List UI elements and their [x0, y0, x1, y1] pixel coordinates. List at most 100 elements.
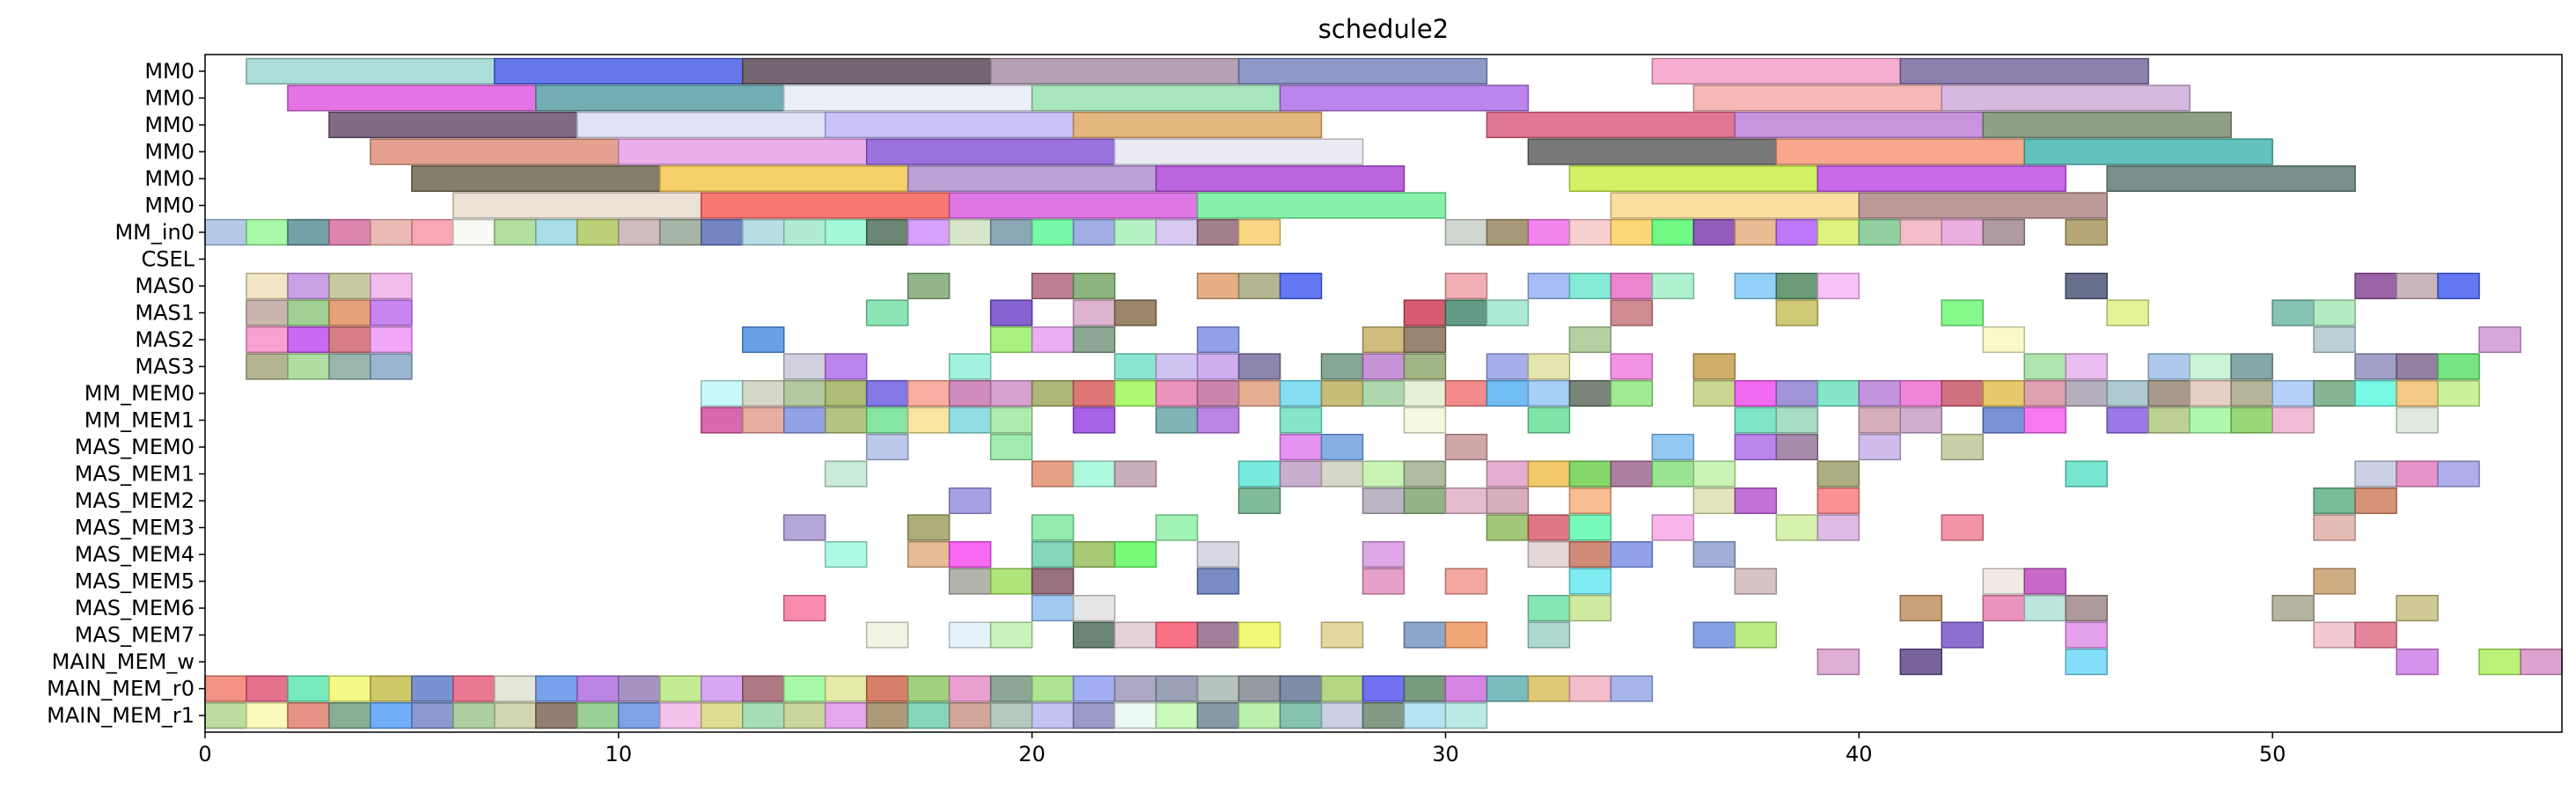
task-bar: [370, 138, 620, 165]
task-bar: [1113, 353, 1157, 380]
task-bar: [1692, 353, 1736, 380]
task-bar: [948, 568, 992, 595]
task-bar: [1072, 272, 1116, 300]
task-bar: [618, 675, 661, 702]
task-bar: [1031, 460, 1075, 488]
task-bar: [1941, 621, 1984, 649]
task-bar: [1858, 218, 1902, 246]
task-bar: [1899, 218, 1943, 246]
row-label: MAS0: [135, 274, 194, 298]
task-bar: [1237, 460, 1281, 488]
task-bar: [1692, 540, 1736, 568]
task-bar: [1196, 701, 1240, 730]
task-bar: [1196, 540, 1240, 568]
task-bar: [2271, 299, 2315, 326]
task-bar: [1072, 379, 1116, 407]
task-bar: [989, 568, 1033, 595]
task-bar: [2023, 379, 2066, 407]
row-label: MM0: [144, 85, 194, 110]
task-bar: [328, 272, 371, 300]
task-bar: [1610, 192, 1860, 219]
task-bar: [906, 218, 950, 246]
task-bar: [783, 701, 826, 730]
plot-frame: [204, 54, 2563, 733]
task-bar: [1155, 407, 1199, 434]
task-bar: [865, 701, 909, 730]
task-bar: [1196, 379, 1240, 407]
task-bar: [494, 218, 537, 246]
task-bar: [989, 621, 1033, 649]
task-bar: [2065, 460, 2108, 488]
task-bar: [1361, 326, 1405, 354]
task-bar: [246, 299, 289, 326]
task-bar: [1816, 272, 1860, 300]
task-bar: [328, 353, 371, 380]
task-bar: [1196, 407, 1240, 434]
task-bar: [1734, 272, 1778, 300]
task-bar: [370, 272, 413, 300]
task-bar: [1982, 594, 2025, 622]
task-bar: [2023, 594, 2066, 622]
task-bar: [1196, 675, 1240, 702]
task-bar: [1196, 192, 1447, 219]
task-bar: [1692, 460, 1736, 488]
task-bar: [1444, 487, 1488, 515]
task-bar: [2520, 648, 2563, 676]
task-bar: [2106, 165, 2356, 193]
task-bar: [2478, 648, 2521, 676]
task-bar: [2313, 326, 2356, 354]
row-label: MAS1: [135, 300, 194, 325]
task-bar: [824, 675, 868, 702]
x-axis: 0 10 20 30 40 50: [198, 732, 2286, 766]
task-bar: [948, 218, 992, 246]
task-bar: [2106, 299, 2149, 326]
task-bar: [1651, 433, 1695, 461]
task-bar: [1775, 272, 1819, 300]
task-bar: [2065, 379, 2108, 407]
task-bar: [1527, 540, 1571, 568]
task-bar: [1816, 165, 2066, 193]
task-bar: [1775, 379, 1819, 407]
task-bar: [1941, 299, 1984, 326]
task-bar: [1692, 621, 1736, 649]
task-bar: [1155, 675, 1199, 702]
task-bar: [948, 621, 992, 649]
task-bar: [328, 326, 371, 354]
task-bar: [865, 218, 909, 246]
task-bar: [783, 675, 826, 702]
task-bar: [906, 514, 950, 541]
row-label: MM_MEM1: [84, 408, 194, 433]
task-bar: [1072, 675, 1116, 702]
task-bar: [494, 57, 744, 85]
task-bar: [1031, 540, 1075, 568]
task-bar: [1237, 621, 1281, 649]
task-bar: [1444, 701, 1488, 730]
task-bar: [1113, 299, 1157, 326]
task-bar: [2354, 272, 2397, 300]
task-bar: [824, 540, 868, 568]
task-bar: [2023, 407, 2066, 434]
task-bar: [2313, 299, 2356, 326]
task-bar: [1403, 675, 1447, 702]
task-bar: [2065, 594, 2108, 622]
task-bar: [1941, 379, 1984, 407]
task-bar: [1196, 621, 1240, 649]
task-bar: [1237, 272, 1281, 300]
task-bar: [824, 701, 868, 730]
task-bar: [2313, 379, 2356, 407]
task-bar: [2396, 460, 2439, 488]
task-bar: [494, 675, 537, 702]
x-tick-label: 10: [605, 742, 633, 766]
task-bar: [1568, 218, 1612, 246]
task-bar: [1113, 379, 1157, 407]
task-bar: [1734, 379, 1778, 407]
task-bar: [1568, 272, 1612, 300]
task-bar: [1610, 218, 1654, 246]
task-bar: [1155, 379, 1199, 407]
task-bar: [246, 57, 495, 85]
row-label: MAS_MEM1: [75, 462, 194, 487]
task-bar: [1279, 460, 1323, 488]
task-bar: [1196, 326, 1240, 354]
task-bar: [783, 379, 826, 407]
task-bar: [1610, 272, 1654, 300]
